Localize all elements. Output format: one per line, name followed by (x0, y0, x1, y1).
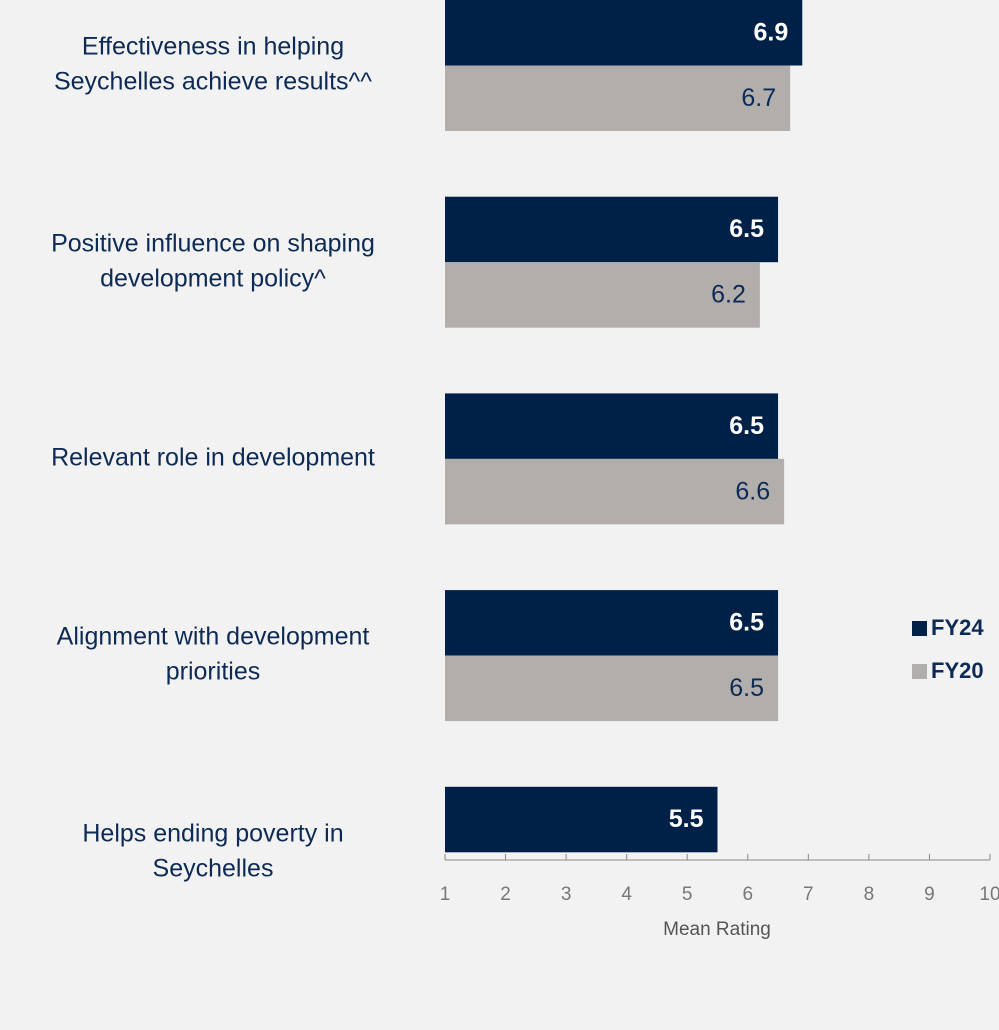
bar (445, 590, 779, 656)
bar (445, 655, 779, 722)
x-tick-label: 9 (924, 884, 935, 905)
x-tick-label: 5 (682, 884, 693, 905)
category-label: Positive influence on shaping (51, 229, 375, 257)
legend-swatch (912, 621, 927, 636)
value-label: 6.5 (729, 674, 764, 702)
bar (445, 458, 785, 525)
legend-swatch (912, 664, 927, 679)
category-label: Relevant role in development (51, 444, 375, 472)
value-label: 6.5 (729, 412, 764, 440)
x-tick-label: 1 (440, 884, 451, 905)
x-tick-label: 3 (561, 884, 572, 905)
value-label: 6.7 (741, 84, 776, 112)
x-tick-label: 6 (742, 884, 753, 905)
bar (445, 393, 779, 459)
x-tick-label: 7 (803, 884, 814, 905)
bar (445, 786, 718, 853)
x-axis-label: Mean Rating (663, 919, 771, 940)
category-label: Effectiveness in helping (82, 33, 344, 61)
bar (445, 0, 803, 66)
category-label: Alignment with development (57, 623, 370, 651)
x-tick-label: 4 (621, 884, 632, 905)
x-tick-label: 2 (500, 884, 511, 905)
value-label: 6.9 (754, 18, 789, 46)
category-label: Helps ending poverty in (82, 819, 343, 847)
value-label: 6.5 (729, 608, 764, 636)
category-label: Seychelles achieve results^^ (54, 68, 372, 96)
x-tick-label: 8 (864, 884, 875, 905)
category-label: Seychelles (153, 854, 274, 882)
category-label: development policy^ (100, 264, 326, 292)
value-label: 6.5 (729, 215, 764, 243)
legend-label: FY20 (931, 658, 984, 683)
value-label: 6.2 (711, 281, 746, 309)
category-label: priorities (166, 658, 260, 686)
value-label: 5.5 (669, 805, 704, 833)
bar (445, 65, 791, 131)
bar (445, 262, 760, 328)
legend-label: FY24 (931, 615, 984, 640)
bar (445, 196, 779, 263)
x-tick-label: 10 (979, 884, 999, 905)
value-label: 6.6 (735, 477, 770, 505)
